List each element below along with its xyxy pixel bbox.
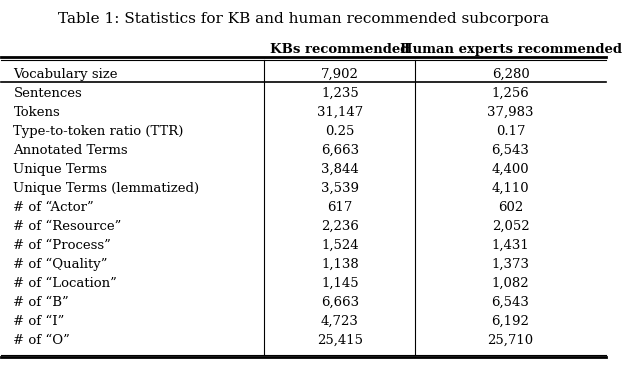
Text: Sentences: Sentences bbox=[13, 87, 82, 100]
Text: 1,145: 1,145 bbox=[321, 277, 358, 290]
Text: 3,844: 3,844 bbox=[321, 163, 358, 176]
Text: Human experts recommended: Human experts recommended bbox=[399, 43, 621, 56]
Text: # of “Location”: # of “Location” bbox=[13, 277, 117, 290]
Text: 2,236: 2,236 bbox=[321, 220, 359, 233]
Text: 1,235: 1,235 bbox=[321, 87, 358, 100]
Text: KBs recommended: KBs recommended bbox=[270, 43, 410, 56]
Text: 3,539: 3,539 bbox=[321, 182, 359, 195]
Text: 31,147: 31,147 bbox=[317, 106, 363, 119]
Text: 7,902: 7,902 bbox=[321, 68, 359, 81]
Text: 1,082: 1,082 bbox=[492, 277, 529, 290]
Text: Tokens: Tokens bbox=[13, 106, 60, 119]
Text: 617: 617 bbox=[327, 201, 353, 214]
Text: 1,373: 1,373 bbox=[492, 258, 529, 271]
Text: 1,524: 1,524 bbox=[321, 239, 358, 252]
Text: 6,663: 6,663 bbox=[321, 296, 359, 309]
Text: 0.25: 0.25 bbox=[325, 125, 355, 138]
Text: 6,280: 6,280 bbox=[492, 68, 529, 81]
Text: # of “I”: # of “I” bbox=[13, 315, 65, 328]
Text: 6,192: 6,192 bbox=[492, 315, 529, 328]
Text: 6,543: 6,543 bbox=[492, 144, 529, 157]
Text: 4,723: 4,723 bbox=[321, 315, 359, 328]
Text: # of “Process”: # of “Process” bbox=[13, 239, 111, 252]
Text: 1,138: 1,138 bbox=[321, 258, 358, 271]
Text: Unique Terms: Unique Terms bbox=[13, 163, 108, 176]
Text: 2,052: 2,052 bbox=[492, 220, 529, 233]
Text: Table 1: Statistics for KB and human recommended subcorpora: Table 1: Statistics for KB and human rec… bbox=[58, 13, 549, 26]
Text: Unique Terms (lemmatized): Unique Terms (lemmatized) bbox=[13, 182, 200, 195]
Text: Vocabulary size: Vocabulary size bbox=[13, 68, 118, 81]
Text: 6,663: 6,663 bbox=[321, 144, 359, 157]
Text: 1,256: 1,256 bbox=[492, 87, 529, 100]
Text: 1,431: 1,431 bbox=[492, 239, 529, 252]
Text: # of “Quality”: # of “Quality” bbox=[13, 258, 108, 271]
Text: 37,983: 37,983 bbox=[487, 106, 534, 119]
Text: # of “Actor”: # of “Actor” bbox=[13, 201, 94, 214]
Text: # of “B”: # of “B” bbox=[13, 296, 69, 309]
Text: 6,543: 6,543 bbox=[492, 296, 529, 309]
Text: # of “Resource”: # of “Resource” bbox=[13, 220, 122, 233]
Text: Annotated Terms: Annotated Terms bbox=[13, 144, 128, 157]
Text: 4,110: 4,110 bbox=[492, 182, 529, 195]
Text: 25,710: 25,710 bbox=[488, 334, 534, 347]
Text: 602: 602 bbox=[498, 201, 523, 214]
Text: 25,415: 25,415 bbox=[317, 334, 363, 347]
Text: # of “O”: # of “O” bbox=[13, 334, 70, 347]
Text: 0.17: 0.17 bbox=[496, 125, 525, 138]
Text: 4,400: 4,400 bbox=[492, 163, 529, 176]
Text: Type-to-token ratio (TTR): Type-to-token ratio (TTR) bbox=[13, 125, 184, 138]
